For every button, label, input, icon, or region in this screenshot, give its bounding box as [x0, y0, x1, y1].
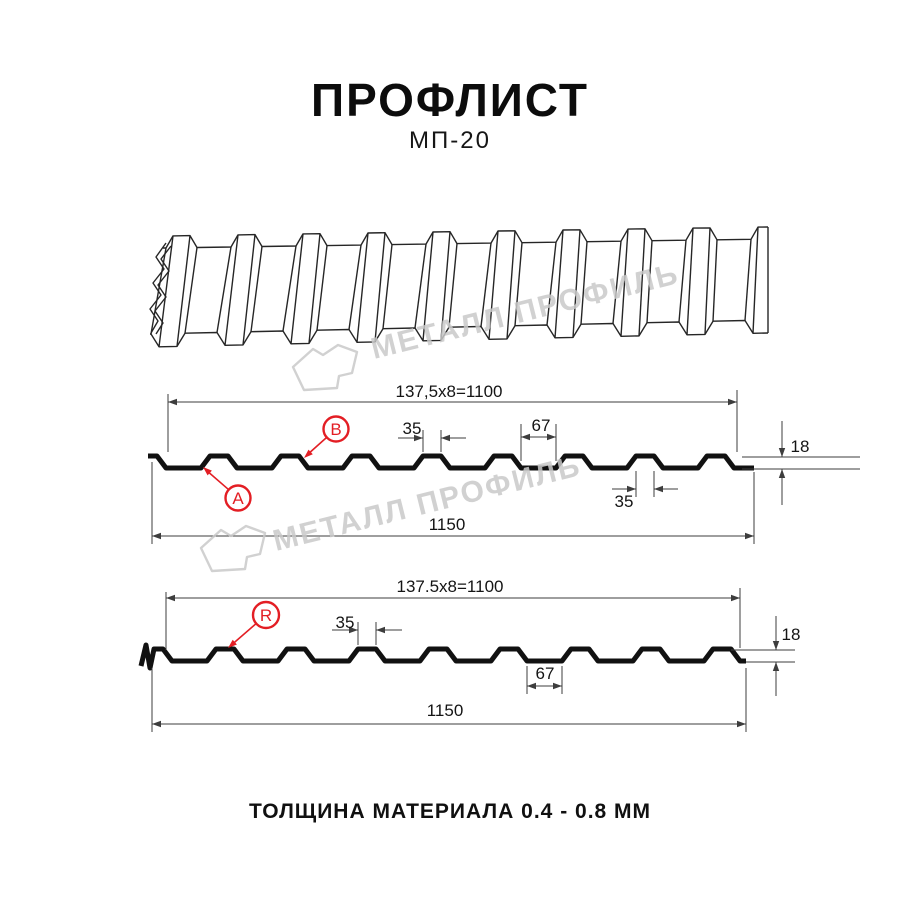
rib-edge-line	[686, 228, 694, 335]
rib-edge-line	[580, 241, 588, 325]
arrowhead	[521, 433, 530, 441]
rib-edge-line	[422, 231, 434, 341]
rib-edge-line	[752, 227, 759, 334]
sheet-cut-edge	[149, 242, 167, 334]
rib-edge-line	[374, 232, 386, 342]
arrowhead	[745, 532, 754, 540]
label-b: B	[330, 420, 341, 439]
arrowhead	[349, 626, 358, 634]
arrowhead	[414, 434, 423, 442]
rib-edge-line	[646, 240, 653, 323]
label-r: R	[260, 606, 272, 625]
rib-edge-line	[448, 243, 458, 328]
rib-edge-line	[506, 230, 516, 339]
sheet-bottom-edge	[150, 319, 769, 348]
arrowhead	[654, 485, 663, 493]
arrowhead	[772, 641, 780, 650]
rib-edge-line	[572, 229, 581, 338]
page-title: ПРОФЛИСТ	[311, 74, 589, 126]
rib-edge-line	[224, 234, 239, 346]
rib-edge-line	[356, 232, 369, 343]
arrowhead	[772, 662, 780, 671]
arrowhead	[441, 434, 450, 442]
sheet-top-edge	[163, 226, 769, 249]
arrowhead	[376, 626, 385, 634]
label-a: A	[232, 489, 244, 508]
rib-edge-line	[744, 239, 752, 321]
arrowhead	[166, 594, 175, 602]
rib-edge-line	[480, 243, 492, 327]
rib-edge-line	[712, 239, 718, 322]
dim-coverage-width-a: 137,5x8=1100	[396, 382, 503, 401]
rib-edge-line	[216, 246, 232, 333]
material-thickness-note: ТОЛЩИНА МАТЕРИАЛА 0.4 - 0.8 ММ	[249, 800, 651, 823]
dim-rib-top-width-r: 35	[336, 613, 355, 632]
cross-section-side-a: 137,5x8=1100 35 67 18 35 1150 A B	[148, 382, 860, 544]
dim-rib-top-width-a: 35	[403, 419, 422, 438]
rib-edge-line	[554, 229, 564, 338]
rib-edge-line	[348, 245, 362, 330]
label-b-arrowhead	[304, 449, 313, 458]
rib-edge-line	[158, 235, 174, 347]
label-b-circle	[322, 415, 350, 443]
arrowhead	[547, 433, 556, 441]
arrowhead	[728, 398, 737, 406]
brand-logo-watermark-icon	[291, 343, 359, 392]
rib-edge-line	[250, 246, 263, 332]
rib-edge-line	[184, 247, 198, 334]
dim-rib-height-r: 18	[782, 625, 801, 644]
rib-edge-line	[678, 240, 687, 323]
arrowhead	[737, 720, 746, 728]
dim-rib-top-width-2-a: 35	[615, 492, 634, 511]
label-r-arrowhead	[228, 639, 237, 648]
sheet-3d-view	[149, 226, 769, 348]
rib-edge-line	[638, 228, 646, 336]
rib-edge-line	[316, 245, 328, 331]
label-r-leader	[230, 622, 257, 647]
arrowhead	[731, 594, 740, 602]
rib-edge-line	[488, 230, 499, 340]
arrowhead	[152, 720, 161, 728]
rib-edge-line	[290, 233, 304, 344]
cross-section-a-dimension-lines	[148, 390, 860, 544]
dim-rib-height-a: 18	[791, 437, 810, 456]
rib-edge-line	[414, 244, 427, 329]
dim-coverage-width-r: 137.5x8=1100	[397, 577, 504, 596]
brand-logo-watermark-icon	[199, 524, 267, 573]
arrowhead	[168, 398, 177, 406]
dim-overall-width-a: 1150	[429, 515, 466, 534]
label-a-leader	[205, 469, 230, 491]
label-a-arrowhead	[203, 467, 212, 476]
rib-edge-line	[176, 235, 191, 347]
cross-section-reverse-side: 137.5x8=1100 35 67 18 1150 R	[138, 577, 801, 732]
rib-edge-line	[546, 242, 557, 326]
arrowhead	[627, 485, 636, 493]
rib-edge-line	[308, 233, 321, 344]
arrowhead	[553, 682, 562, 690]
label-r-circle	[251, 600, 281, 630]
profile-outline-side-a	[148, 453, 754, 471]
rib-edge-line	[282, 245, 297, 332]
page-subtitle: МП-20	[409, 127, 491, 154]
rib-edge-line	[612, 241, 622, 324]
dim-rib-bottom-width-r: 67	[536, 664, 555, 683]
rib-edge-line	[514, 242, 523, 326]
sheet-cut-edge	[154, 245, 172, 335]
arrowhead	[527, 682, 536, 690]
dim-overall-width-r: 1150	[427, 701, 464, 720]
rib-edge-line	[382, 244, 393, 329]
cross-section-r-dimension-lines	[138, 588, 795, 732]
arrowhead	[778, 448, 786, 457]
arrowhead	[152, 532, 161, 540]
label-a-circle	[224, 484, 252, 512]
profile-outline-reverse-side	[138, 642, 746, 671]
rib-edge-line	[242, 234, 256, 345]
arrowhead	[778, 469, 786, 478]
dim-rib-bottom-width-a: 67	[532, 416, 551, 435]
brand-watermark-text-1: МЕТАЛЛ ПРОФИЛЬ	[368, 257, 683, 366]
rib-edge-line	[440, 231, 451, 341]
rib-edge-line	[704, 227, 711, 335]
rib-edge-line	[620, 229, 629, 337]
